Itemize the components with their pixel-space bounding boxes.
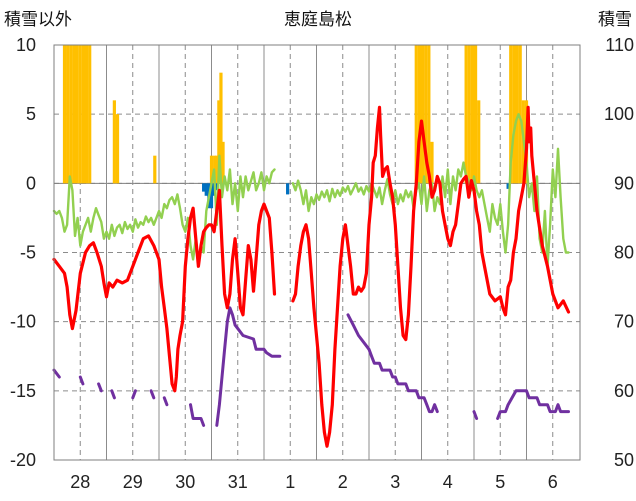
precip-bar [473,45,478,184]
negative_bars-bar [209,183,214,209]
precip-bar [420,45,425,184]
right-tick-label: 100 [604,104,634,124]
precip-bar [518,45,522,184]
snow_depth-line [78,375,85,386]
snow_depth-line [110,389,116,400]
x-tick-label: 5 [495,472,505,492]
precip-bar [62,45,67,184]
snow_depth-line [97,382,103,393]
x-tick-label: 29 [123,472,143,492]
left-tick-label: 10 [16,35,36,55]
precip-bar [75,45,79,184]
precip-bar [115,114,120,184]
right-tick-label: 50 [614,450,634,470]
left-tick-label: -15 [10,381,36,401]
precip-bar [219,72,223,184]
negative_bars-bar [202,183,206,192]
bars [62,45,529,209]
precip-bar [430,141,434,184]
precip-bar [217,100,221,184]
precip-bar [427,45,431,184]
precip-bar [515,45,519,184]
left-tick-label: -10 [10,312,36,332]
precip-bar [470,45,475,184]
precip-bar [72,45,76,184]
negative_bars-bar [215,183,219,191]
x-tick-label: 3 [390,472,400,492]
wind-line [52,154,276,268]
negative_bars-bar [506,183,510,189]
precip-bar [215,155,219,184]
precip-bar [221,141,225,184]
snow_depth-line [189,403,206,427]
precip-bar [84,45,89,184]
x-tick-label: 6 [548,472,558,492]
precip-bar [69,45,73,184]
precip-bar [464,45,468,184]
precip-bar [88,45,92,184]
left-tick-label: -20 [10,450,36,470]
left-tick-labels: 10 5 0 -5 -10 -15 -20 [10,35,36,470]
snow_depth-line [346,313,439,414]
temperature-line [52,188,277,393]
snow_depth-line [496,389,570,420]
precip-bar [512,45,516,184]
x-tick-label: 31 [228,472,248,492]
negative_bars-bar [286,183,290,195]
precip-bar [477,100,481,184]
right-axis-label: 積雪 [598,10,632,30]
precip-bar [467,45,471,184]
x-tick-label: 28 [70,472,90,492]
grid [54,45,580,460]
precip-bar [414,45,418,184]
negative_bars-bar [204,183,208,196]
right-tick-labels: 110 100 90 80 70 60 50 [604,35,634,470]
right-tick-label: 60 [614,381,634,401]
snow_depth-line [215,306,282,427]
precip-bar [66,45,70,184]
precip-bar [153,155,157,184]
snow_depth-line [472,410,479,420]
series-lines [52,105,571,448]
x-tick-label: 2 [338,472,348,492]
precip-bar [424,45,428,184]
left-tick-label: 0 [26,173,36,193]
precip-bar [417,45,421,184]
right-tick-label: 90 [614,173,634,193]
precip-bar [112,100,116,184]
left-tick-label: 5 [26,104,36,124]
right-tick-label: 110 [605,35,634,55]
plot-frame [53,44,581,461]
x-tick-label: 4 [443,472,453,492]
x-tick-label: 1 [285,472,295,492]
precip-bar [81,45,85,184]
precip-bar [78,45,82,184]
snow_depth-line [149,389,156,400]
snow_depth-line [52,368,61,379]
snow_depth-line [131,389,137,400]
x-tick-labels: 28 29 30 31 1 2 3 4 5 6 [70,472,558,492]
x-tick-label: 30 [175,472,195,492]
precip-bar [209,155,214,184]
precip-bar [509,45,513,184]
right-tick-label: 80 [614,243,634,263]
temperature-line [291,105,571,448]
left-tick-label: -5 [20,243,36,263]
snow_depth-line [162,396,169,407]
right-tick-label: 70 [614,312,634,332]
chart-title: 恵庭島松 [284,10,352,30]
left-axis-label: 積雪以外 [4,10,72,30]
